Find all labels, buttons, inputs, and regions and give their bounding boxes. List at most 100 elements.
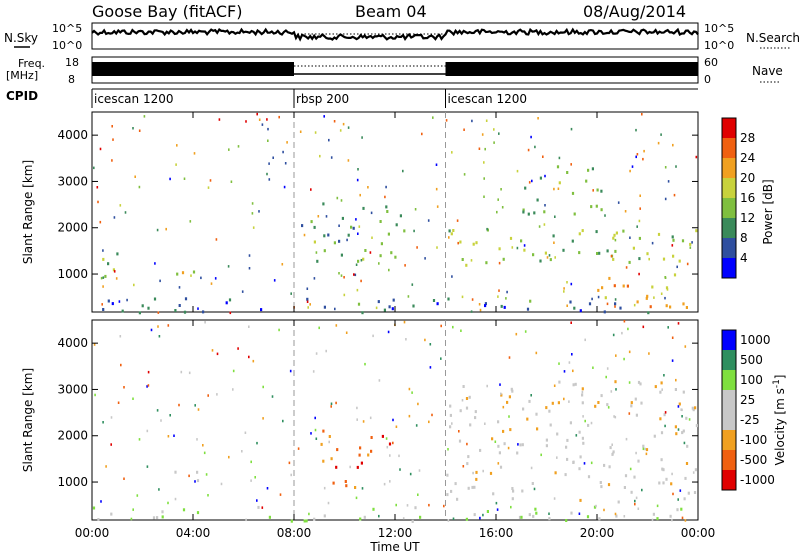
- heatmap-cell: [521, 443, 524, 447]
- heatmap-cell: [343, 293, 346, 297]
- heatmap-cell: [313, 517, 316, 521]
- heatmap-cell: [634, 397, 637, 401]
- heatmap-cell: [282, 150, 284, 154]
- heatmap-cell: [272, 156, 274, 159]
- heatmap-cell: [330, 457, 333, 461]
- heatmap-cell: [357, 259, 360, 263]
- heatmap-cell: [216, 393, 218, 396]
- heatmap-cell: [623, 320, 626, 323]
- heatmap-cell: [460, 329, 462, 332]
- heatmap-cell: [440, 324, 442, 328]
- heatmap-cell: [197, 408, 200, 411]
- heatmap-cell: [635, 496, 638, 500]
- heatmap-cell: [664, 411, 667, 414]
- heatmap-cell: [290, 292, 292, 295]
- heatmap-cell: [105, 465, 107, 468]
- heatmap-cell: [456, 219, 459, 222]
- heatmap-cell: [633, 303, 636, 307]
- heatmap-cell: [327, 233, 330, 237]
- heatmap-cell: [124, 211, 127, 214]
- heatmap-cell: [454, 482, 457, 486]
- heatmap-cell: [360, 279, 362, 283]
- heatmap-cell: [556, 432, 559, 436]
- nsky-trace: [91, 27, 699, 42]
- colorbar-tick-label: 1000: [740, 333, 771, 347]
- heatmap-cell: [677, 405, 680, 408]
- heatmap-cell: [551, 401, 554, 405]
- heatmap-cell: [346, 238, 348, 242]
- heatmap-cell: [484, 422, 486, 425]
- heatmap-cell: [388, 442, 392, 446]
- heatmap-cell: [681, 516, 684, 520]
- heatmap-cell: [216, 352, 219, 356]
- heatmap-cell: [614, 415, 617, 419]
- heatmap-cell: [211, 349, 214, 352]
- heatmap-cell: [408, 387, 411, 391]
- heatmap-cell: [256, 499, 258, 502]
- heatmap-cell: [497, 295, 499, 298]
- heatmap-cell: [314, 428, 317, 432]
- heatmap-cell: [664, 424, 666, 428]
- heatmap-cell: [592, 189, 594, 192]
- heatmap-cell: [470, 310, 473, 313]
- heatmap-cell: [358, 453, 361, 457]
- heatmap-cell: [660, 292, 663, 295]
- heatmap-cell: [150, 328, 153, 332]
- heatmap-cell: [436, 246, 438, 249]
- heatmap-cell: [146, 465, 149, 468]
- heatmap-cell: [411, 519, 414, 523]
- colorbar-swatch: [722, 330, 736, 350]
- heatmap-cell: [623, 486, 626, 489]
- heatmap-cell: [97, 518, 100, 521]
- heatmap-cell: [436, 302, 439, 306]
- heatmap-cell: [428, 503, 430, 507]
- heatmap-cell: [548, 254, 551, 257]
- heatmap-cell: [306, 300, 309, 303]
- heatmap-cell: [115, 277, 118, 280]
- heatmap-cell: [268, 178, 271, 181]
- heatmap-cell: [449, 404, 452, 408]
- heatmap-cell: [688, 418, 691, 421]
- heatmap-cell: [158, 335, 161, 338]
- heatmap-cell: [645, 452, 648, 456]
- heatmap-cell: [600, 485, 603, 489]
- heatmap-cell: [665, 286, 669, 290]
- heatmap-cell: [591, 167, 594, 171]
- heatmap-cell: [614, 249, 617, 253]
- heatmap-cell: [615, 388, 617, 391]
- x-tick-label: 00:00: [75, 526, 110, 540]
- heatmap-cell: [599, 481, 602, 484]
- heatmap-cell: [639, 194, 641, 197]
- heatmap-cell: [597, 401, 600, 404]
- heatmap-cell: [671, 472, 673, 476]
- heatmap-cell: [362, 257, 365, 261]
- heatmap-cell: [635, 128, 637, 132]
- heatmap-cell: [612, 452, 614, 455]
- heatmap-cell: [479, 308, 482, 312]
- heatmap-cell: [196, 438, 198, 441]
- heatmap-cell: [536, 198, 539, 202]
- x-tick-label: 08:00: [277, 526, 312, 540]
- heatmap-cell: [336, 196, 339, 200]
- heatmap-cell: [676, 508, 679, 512]
- heatmap-cell: [630, 490, 633, 494]
- heatmap-cell: [138, 311, 141, 315]
- heatmap-cell: [465, 397, 469, 400]
- heatmap-cell: [608, 276, 611, 280]
- heatmap-cell: [681, 431, 684, 435]
- heatmap-cell: [507, 446, 510, 450]
- heatmap-cell: [582, 415, 584, 418]
- heatmap-cell: [180, 370, 183, 374]
- heatmap-cell: [356, 465, 359, 469]
- heatmap-cell: [167, 324, 170, 327]
- heatmap-cell: [497, 420, 500, 424]
- heatmap-cell: [664, 296, 666, 300]
- heatmap-cell: [685, 462, 689, 465]
- heatmap-cell: [636, 225, 638, 228]
- cpid-segment-label: icescan 1200: [448, 92, 527, 106]
- heatmap-cell: [654, 385, 657, 389]
- heatmap-cell: [612, 333, 615, 337]
- heatmap-cell: [475, 477, 478, 481]
- heatmap-cell: [579, 498, 582, 502]
- power-panel: 1000 2000 3000 4000 Slant Range [km] 4 8 12 16…: [21, 111, 775, 315]
